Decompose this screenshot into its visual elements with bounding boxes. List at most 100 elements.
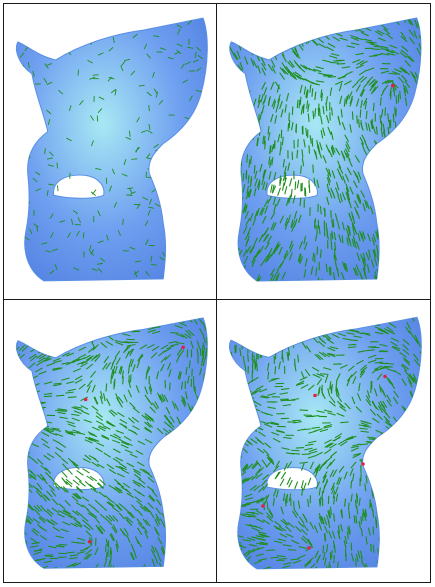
field-stroke bbox=[229, 513, 235, 516]
field-stroke bbox=[385, 486, 387, 495]
field-stroke bbox=[135, 146, 139, 153]
field-stroke bbox=[354, 155, 361, 163]
field-stroke bbox=[350, 493, 353, 502]
field-stroke bbox=[229, 563, 230, 569]
field-stroke bbox=[46, 519, 55, 526]
field-stroke bbox=[299, 64, 308, 70]
field-stroke bbox=[23, 410, 33, 413]
field-stroke bbox=[326, 544, 329, 553]
field-stroke bbox=[75, 510, 83, 517]
field-stroke bbox=[359, 443, 369, 446]
field-stroke bbox=[159, 394, 165, 403]
field-stroke bbox=[415, 445, 421, 453]
field-stroke bbox=[378, 401, 383, 410]
field-stroke bbox=[337, 477, 342, 486]
field-stroke bbox=[346, 531, 349, 540]
field-stroke bbox=[318, 225, 321, 235]
field-stroke bbox=[17, 155, 22, 161]
field-stroke bbox=[317, 317, 325, 324]
field-stroke bbox=[339, 193, 343, 203]
field-stroke bbox=[298, 26, 305, 34]
field-stroke bbox=[144, 426, 152, 433]
field-stroke bbox=[288, 60, 295, 68]
field-stroke bbox=[302, 523, 309, 532]
field-stroke bbox=[362, 260, 366, 269]
field-stroke bbox=[320, 129, 324, 139]
field-stroke bbox=[200, 476, 203, 485]
field-stroke bbox=[270, 318, 273, 327]
field-stroke bbox=[273, 19, 277, 29]
field-stroke bbox=[48, 151, 54, 157]
field-stroke bbox=[172, 533, 177, 542]
field-stroke bbox=[44, 554, 54, 557]
field-stroke bbox=[251, 255, 256, 264]
field-stroke bbox=[266, 501, 269, 510]
field-stroke bbox=[307, 103, 310, 112]
field-stroke bbox=[115, 465, 124, 470]
field-stroke bbox=[327, 174, 331, 183]
field-stroke bbox=[18, 477, 26, 484]
panel-top-right bbox=[217, 4, 430, 300]
field-stroke bbox=[187, 497, 191, 507]
field-stroke bbox=[76, 551, 86, 555]
field-stroke bbox=[379, 443, 388, 448]
field-stroke bbox=[259, 543, 268, 546]
field-stroke bbox=[302, 482, 307, 491]
field-stroke bbox=[289, 243, 294, 253]
field-stroke bbox=[293, 325, 296, 335]
field-stroke bbox=[245, 275, 251, 282]
field-stroke bbox=[361, 17, 370, 21]
field-stroke bbox=[291, 223, 296, 232]
field-stroke bbox=[58, 338, 61, 347]
field-stroke bbox=[73, 493, 81, 500]
field-stroke bbox=[204, 461, 208, 470]
field-stroke bbox=[66, 420, 75, 425]
field-stroke bbox=[329, 381, 332, 390]
field-stroke bbox=[32, 338, 36, 347]
field-stroke bbox=[385, 269, 389, 279]
field-stroke bbox=[307, 32, 314, 41]
field-stroke bbox=[336, 168, 342, 177]
field-stroke bbox=[237, 402, 246, 408]
field-stroke bbox=[282, 518, 289, 526]
field-stroke bbox=[277, 538, 287, 542]
field-stroke bbox=[272, 437, 281, 443]
field-stroke bbox=[114, 350, 121, 358]
field-stroke bbox=[401, 186, 404, 195]
field-stroke bbox=[277, 322, 280, 331]
field-stroke bbox=[36, 225, 39, 232]
field-stroke bbox=[341, 66, 351, 69]
field-stroke bbox=[97, 210, 101, 217]
field-stroke bbox=[326, 461, 332, 470]
field-stroke bbox=[326, 177, 331, 186]
field-stroke bbox=[356, 252, 361, 261]
field-stroke bbox=[402, 357, 411, 364]
field-stroke bbox=[350, 371, 358, 378]
field-stroke bbox=[356, 506, 359, 515]
field-stroke bbox=[403, 359, 411, 366]
field-stroke bbox=[199, 169, 206, 172]
field-stroke bbox=[16, 538, 22, 545]
field-stroke bbox=[333, 544, 336, 553]
field-stroke bbox=[232, 221, 238, 230]
field-stroke bbox=[345, 263, 348, 272]
field-stroke bbox=[369, 408, 377, 416]
field-stroke bbox=[151, 330, 161, 335]
field-stroke bbox=[370, 259, 375, 268]
field-stroke bbox=[412, 405, 418, 413]
field-stroke bbox=[44, 467, 52, 474]
field-stroke bbox=[414, 183, 417, 193]
field-stroke bbox=[97, 267, 103, 273]
field-stroke bbox=[323, 317, 330, 324]
field-stroke bbox=[385, 33, 394, 40]
field-stroke bbox=[416, 241, 420, 250]
field-stroke bbox=[238, 320, 241, 329]
field-stroke bbox=[368, 41, 377, 44]
field-stroke bbox=[144, 421, 152, 428]
field-stroke bbox=[270, 59, 276, 68]
field-stroke bbox=[146, 421, 154, 428]
field-stroke bbox=[33, 505, 40, 512]
field-stroke bbox=[42, 348, 50, 354]
field-stroke bbox=[283, 462, 288, 471]
field-stroke bbox=[335, 147, 341, 156]
